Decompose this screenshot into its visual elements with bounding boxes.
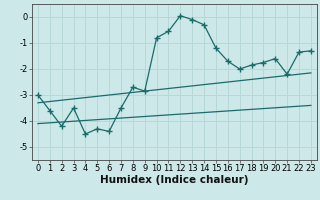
X-axis label: Humidex (Indice chaleur): Humidex (Indice chaleur)	[100, 175, 249, 185]
